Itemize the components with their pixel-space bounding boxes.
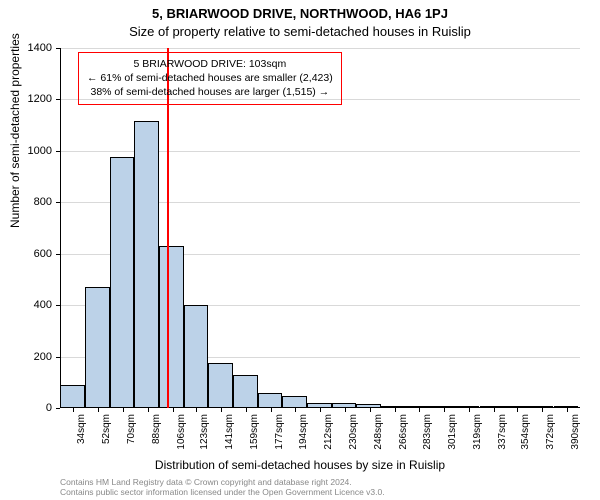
attribution: Contains HM Land Registry data © Crown c…: [60, 478, 385, 498]
histogram-bar: [381, 406, 406, 408]
xtick-mark: [246, 408, 247, 412]
histogram-bar: [85, 287, 110, 408]
ytick-label: 200: [0, 351, 52, 363]
xtick-label: 159sqm: [249, 414, 260, 450]
xtick-label: 212sqm: [323, 414, 334, 450]
ytick-label: 400: [0, 299, 52, 311]
histogram-bar: [60, 385, 85, 408]
ytick-label: 800: [0, 196, 52, 208]
histogram-bar: [134, 121, 159, 408]
xtick-mark: [295, 408, 296, 412]
xtick-label: 34sqm: [76, 414, 87, 444]
ytick-mark: [56, 408, 60, 409]
xtick-mark: [98, 408, 99, 412]
xtick-label: 70sqm: [126, 414, 137, 444]
xtick-label: 248sqm: [373, 414, 384, 450]
ytick-label: 1200: [0, 93, 52, 105]
ytick-label: 600: [0, 248, 52, 260]
xtick-label: 194sqm: [298, 414, 309, 450]
histogram-bar: [430, 406, 455, 408]
xtick-label: 390sqm: [570, 414, 581, 450]
xtick-mark: [444, 408, 445, 412]
xtick-mark: [345, 408, 346, 412]
xtick-mark: [395, 408, 396, 412]
histogram-bar: [554, 406, 579, 408]
histogram-bar: [480, 406, 505, 408]
ytick-mark: [56, 151, 60, 152]
xtick-mark: [370, 408, 371, 412]
histogram-bar: [258, 393, 283, 408]
histogram-bar: [356, 404, 381, 408]
histogram-bar: [332, 403, 357, 408]
grid-line: [60, 48, 580, 49]
ytick-mark: [56, 48, 60, 49]
xtick-mark: [494, 408, 495, 412]
xtick-mark: [73, 408, 74, 412]
histogram-bar: [282, 396, 307, 408]
xtick-label: 141sqm: [224, 414, 235, 450]
histogram-bar: [455, 406, 480, 408]
chart-container: 5, BRIARWOOD DRIVE, NORTHWOOD, HA6 1PJ S…: [0, 0, 600, 500]
xtick-label: 106sqm: [176, 414, 187, 450]
xtick-label: 319sqm: [472, 414, 483, 450]
xtick-label: 301sqm: [447, 414, 458, 450]
axis-left: [60, 48, 61, 408]
ytick-mark: [56, 99, 60, 100]
xtick-mark: [517, 408, 518, 412]
xtick-mark: [271, 408, 272, 412]
xtick-mark: [320, 408, 321, 412]
xtick-label: 266sqm: [398, 414, 409, 450]
annotation-line1: 5 BRIARWOOD DRIVE: 103sqm: [87, 57, 333, 71]
xtick-mark: [469, 408, 470, 412]
xtick-mark: [542, 408, 543, 412]
histogram-bar: [184, 305, 209, 408]
histogram-bar: [110, 157, 135, 408]
ytick-label: 1400: [0, 42, 52, 54]
ytick-label: 0: [0, 402, 52, 414]
xtick-label: 123sqm: [199, 414, 210, 450]
xtick-label: 52sqm: [101, 414, 112, 444]
ytick-label: 1000: [0, 145, 52, 157]
xtick-label: 354sqm: [520, 414, 531, 450]
chart-subtitle: Size of property relative to semi-detach…: [0, 24, 600, 39]
histogram-bar: [529, 406, 554, 408]
xtick-mark: [123, 408, 124, 412]
xtick-mark: [173, 408, 174, 412]
xtick-mark: [567, 408, 568, 412]
xtick-label: 88sqm: [151, 414, 162, 444]
xtick-label: 372sqm: [545, 414, 556, 450]
ytick-mark: [56, 202, 60, 203]
histogram-bar: [208, 363, 233, 408]
xtick-label: 283sqm: [422, 414, 433, 450]
chart-title: 5, BRIARWOOD DRIVE, NORTHWOOD, HA6 1PJ: [0, 6, 600, 21]
ytick-mark: [56, 305, 60, 306]
xtick-label: 230sqm: [348, 414, 359, 450]
ytick-mark: [56, 254, 60, 255]
histogram-bar: [233, 375, 258, 408]
xtick-mark: [419, 408, 420, 412]
annotation-line3: 38% of semi-detached houses are larger (…: [87, 85, 333, 99]
xtick-mark: [221, 408, 222, 412]
x-axis-label: Distribution of semi-detached houses by …: [0, 458, 600, 472]
attribution-line2: Contains public sector information licen…: [60, 488, 385, 498]
annotation-line2: ← 61% of semi-detached houses are smalle…: [87, 71, 333, 85]
xtick-mark: [196, 408, 197, 412]
xtick-label: 177sqm: [274, 414, 285, 450]
ytick-mark: [56, 357, 60, 358]
histogram-bar: [159, 246, 184, 408]
xtick-label: 337sqm: [497, 414, 508, 450]
annotation-box: 5 BRIARWOOD DRIVE: 103sqm← 61% of semi-d…: [78, 52, 342, 105]
xtick-mark: [148, 408, 149, 412]
